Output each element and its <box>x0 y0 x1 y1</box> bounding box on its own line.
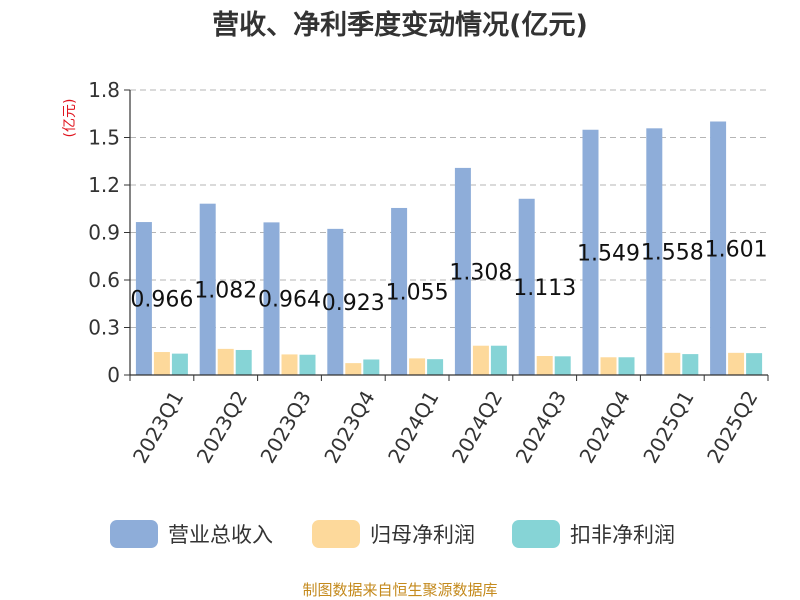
data-label-2025Q1: 1.558 <box>641 241 704 266</box>
bar-series1-2024Q3 <box>536 356 553 375</box>
bar-series0-2023Q4 <box>327 228 344 375</box>
bar-series2-2024Q3 <box>554 356 571 375</box>
legend-swatch-2 <box>512 520 560 548</box>
legend-item-2[interactable]: 扣非净利润 <box>512 520 675 548</box>
bar-series1-2024Q4 <box>600 357 617 375</box>
bar-series1-2024Q2 <box>472 345 489 375</box>
bar-series2-2025Q2 <box>746 353 763 375</box>
bar-series1-2023Q2 <box>217 348 234 375</box>
legend[interactable]: 营业总收入 归母净利润 扣非净利润 <box>110 520 675 548</box>
x-tick-label-2023Q2: 2023Q2 <box>192 387 252 468</box>
x-tick-label-2025Q2: 2025Q2 <box>702 387 762 468</box>
source-note: 制图数据来自恒生聚源数据库 <box>302 581 497 599</box>
x-tick-label-2023Q1: 2023Q1 <box>128 387 188 468</box>
data-label-2023Q4: 0.923 <box>322 291 385 316</box>
y-tick-label-6: 1.8 <box>88 78 120 102</box>
data-label-2024Q3: 1.113 <box>513 276 576 301</box>
data-label-2023Q2: 1.082 <box>194 278 257 303</box>
x-tick-labels: 2023Q1 2023Q2 2023Q3 2023Q4 2024Q1 2024Q2 2024… <box>128 387 763 468</box>
y-tick-label-1: 0.3 <box>88 316 120 340</box>
bar-series1-2025Q2 <box>728 352 745 375</box>
bars <box>135 121 763 375</box>
bar-series0-2023Q2 <box>199 203 216 375</box>
x-tick-label-2024Q3: 2024Q3 <box>511 387 571 468</box>
y-tick-labels: 0 0.3 0.6 0.9 1.2 1.5 1.8 <box>88 78 130 387</box>
y-tick-label-0: 0 <box>107 363 120 387</box>
chart-title: 营收、净利季度变动情况(亿元) <box>212 9 588 41</box>
bar-series2-2025Q1 <box>682 354 699 375</box>
legend-item-0[interactable]: 营业总收入 <box>110 520 273 548</box>
bar-series2-2024Q4 <box>618 357 635 375</box>
data-label-2023Q3: 0.964 <box>258 288 321 313</box>
axes <box>129 90 769 381</box>
bar-series0-2024Q1 <box>391 207 408 375</box>
y-tick-label-5: 1.5 <box>88 126 120 150</box>
legend-label-0: 营业总收入 <box>168 523 273 547</box>
bar-series2-2023Q1 <box>171 353 188 375</box>
bar-series1-2025Q1 <box>664 352 681 375</box>
legend-label-2: 扣非净利润 <box>570 523 675 547</box>
bar-series0-2025Q1 <box>646 128 663 375</box>
bar-series2-2023Q3 <box>299 354 316 375</box>
bar-series2-2024Q2 <box>490 345 507 375</box>
bar-series0-2024Q4 <box>582 129 599 375</box>
bar-series1-2024Q1 <box>409 358 426 375</box>
bar-series2-2023Q2 <box>235 349 252 375</box>
legend-label-1: 归母净利润 <box>370 523 475 547</box>
y-tick-label-3: 0.9 <box>88 221 120 245</box>
bar-series1-2023Q3 <box>281 354 298 375</box>
x-tick-label-2024Q1: 2024Q1 <box>383 387 443 468</box>
bar-series0-2024Q2 <box>454 167 471 375</box>
data-label-2023Q1: 0.966 <box>130 288 193 313</box>
data-label-2025Q2: 1.601 <box>705 237 768 262</box>
data-label-2024Q2: 1.308 <box>449 260 512 285</box>
bar-series0-2025Q2 <box>710 121 727 375</box>
x-tick-label-2023Q4: 2023Q4 <box>319 387 379 468</box>
legend-swatch-0 <box>110 520 158 548</box>
data-label-2024Q1: 1.055 <box>386 280 449 305</box>
bar-series2-2024Q1 <box>427 359 444 375</box>
legend-item-1[interactable]: 归母净利润 <box>312 520 475 548</box>
bar-series0-2024Q3 <box>518 198 535 375</box>
data-label-2024Q4: 1.549 <box>577 241 640 266</box>
bar-series2-2023Q4 <box>363 359 380 375</box>
bar-series0-2023Q1 <box>135 222 152 375</box>
bar-series1-2023Q1 <box>153 352 170 375</box>
bar-series0-2023Q3 <box>263 222 280 375</box>
x-tick-label-2025Q1: 2025Q1 <box>638 387 698 468</box>
x-tick-label-2024Q4: 2024Q4 <box>574 387 634 468</box>
data-labels: 0.966 1.082 0.964 0.923 1.0551.3081.1131.549… <box>130 237 767 316</box>
y-tick-label-2: 0.6 <box>88 268 120 292</box>
y-axis-unit-label: (亿元) <box>62 99 78 138</box>
legend-swatch-1 <box>312 520 360 548</box>
bar-series1-2023Q4 <box>345 363 362 375</box>
x-tick-label-2024Q2: 2024Q2 <box>447 387 507 468</box>
y-tick-label-4: 1.2 <box>88 173 120 197</box>
x-tick-label-2023Q3: 2023Q3 <box>255 387 315 468</box>
